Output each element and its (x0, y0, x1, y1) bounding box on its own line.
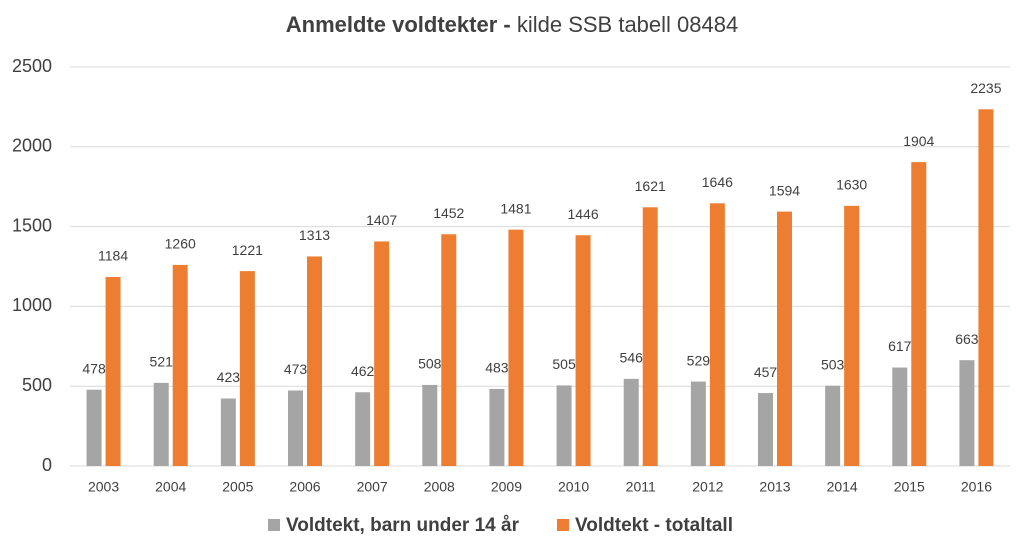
bar (172, 264, 188, 466)
x-tick-label: 2009 (491, 479, 522, 495)
x-tick-label: 2003 (88, 479, 119, 495)
value-label: 457 (754, 364, 778, 380)
x-tick-label: 2004 (155, 479, 186, 495)
bar (575, 235, 591, 466)
chart-title: Anmeldte voldtekter - kilde SSB tabell 0… (286, 12, 738, 37)
x-tick-label: 2013 (759, 479, 790, 495)
value-label: 2235 (970, 80, 1001, 96)
value-label: 1630 (836, 177, 867, 193)
value-label: 1594 (769, 182, 800, 198)
bar (709, 203, 725, 466)
value-label: 663 (955, 331, 979, 347)
title-bold: Anmeldte voldtekter - (286, 12, 511, 37)
value-label: 505 (552, 356, 576, 372)
x-tick-label: 2008 (424, 479, 455, 495)
value-label: 1407 (366, 212, 397, 228)
x-tick-label: 2016 (961, 479, 992, 495)
value-label: 1646 (702, 174, 733, 190)
x-tick-label: 2006 (289, 479, 320, 495)
bar (441, 234, 457, 466)
value-label: 546 (620, 350, 644, 366)
value-label: 462 (351, 363, 375, 379)
bar (623, 378, 639, 466)
bar (911, 162, 927, 467)
bar (239, 271, 255, 466)
bar (758, 393, 773, 466)
y-tick-label: 1500 (12, 215, 52, 235)
y-tick-label: 500 (22, 375, 52, 395)
value-label: 1313 (299, 227, 330, 243)
value-label: 529 (687, 352, 711, 368)
bar (825, 385, 841, 466)
bar (220, 398, 236, 466)
value-label: 423 (217, 369, 241, 385)
value-label: 1260 (165, 236, 196, 252)
y-tick-label: 2500 (12, 56, 52, 76)
value-label: 1184 (98, 248, 128, 264)
bar (690, 381, 706, 466)
value-label: 1904 (903, 133, 934, 149)
bar (508, 229, 524, 466)
legend-label: Voldtekt, barn under 14 år (286, 515, 520, 536)
bar (556, 385, 572, 466)
x-tick-label: 2015 (894, 479, 925, 495)
title-regular: kilde SSB tabell 08484 (517, 12, 738, 37)
bar (642, 207, 658, 467)
value-label: 1481 (500, 200, 531, 216)
legend-swatch (268, 519, 280, 531)
bar (288, 390, 303, 466)
bar (422, 384, 438, 466)
value-label: 483 (485, 360, 509, 376)
x-tick-label: 2010 (558, 479, 589, 495)
legend-swatch (556, 519, 569, 531)
x-tick-label: 2012 (692, 479, 723, 495)
bar (153, 382, 169, 466)
bar (892, 367, 908, 466)
y-tick-label: 0 (42, 455, 52, 475)
value-label: 478 (82, 360, 106, 376)
bar (978, 109, 994, 466)
value-label: 1221 (232, 242, 263, 258)
value-label: 473 (284, 361, 308, 377)
x-tick-label: 2007 (357, 479, 388, 495)
value-label: 521 (150, 354, 174, 370)
x-tick-label: 2005 (222, 479, 253, 495)
legend-label: Voldtekt - totaltall (575, 515, 733, 536)
value-label: 1446 (567, 206, 598, 222)
value-label: 503 (821, 356, 845, 372)
bar (489, 388, 505, 466)
value-label: 1621 (635, 178, 666, 194)
x-tick-label: 2014 (827, 479, 858, 495)
value-label: 617 (888, 338, 912, 354)
bar (844, 205, 860, 467)
bar (959, 360, 975, 466)
bar (355, 392, 371, 466)
bar (374, 241, 390, 466)
x-tick-label: 2011 (626, 479, 656, 495)
bar (307, 256, 322, 466)
value-label: 1452 (433, 205, 464, 221)
bar (777, 211, 792, 466)
bar (86, 389, 102, 466)
value-label: 508 (418, 356, 442, 372)
bar (105, 277, 121, 466)
y-tick-label: 1000 (12, 295, 52, 315)
y-tick-label: 2000 (12, 136, 52, 156)
